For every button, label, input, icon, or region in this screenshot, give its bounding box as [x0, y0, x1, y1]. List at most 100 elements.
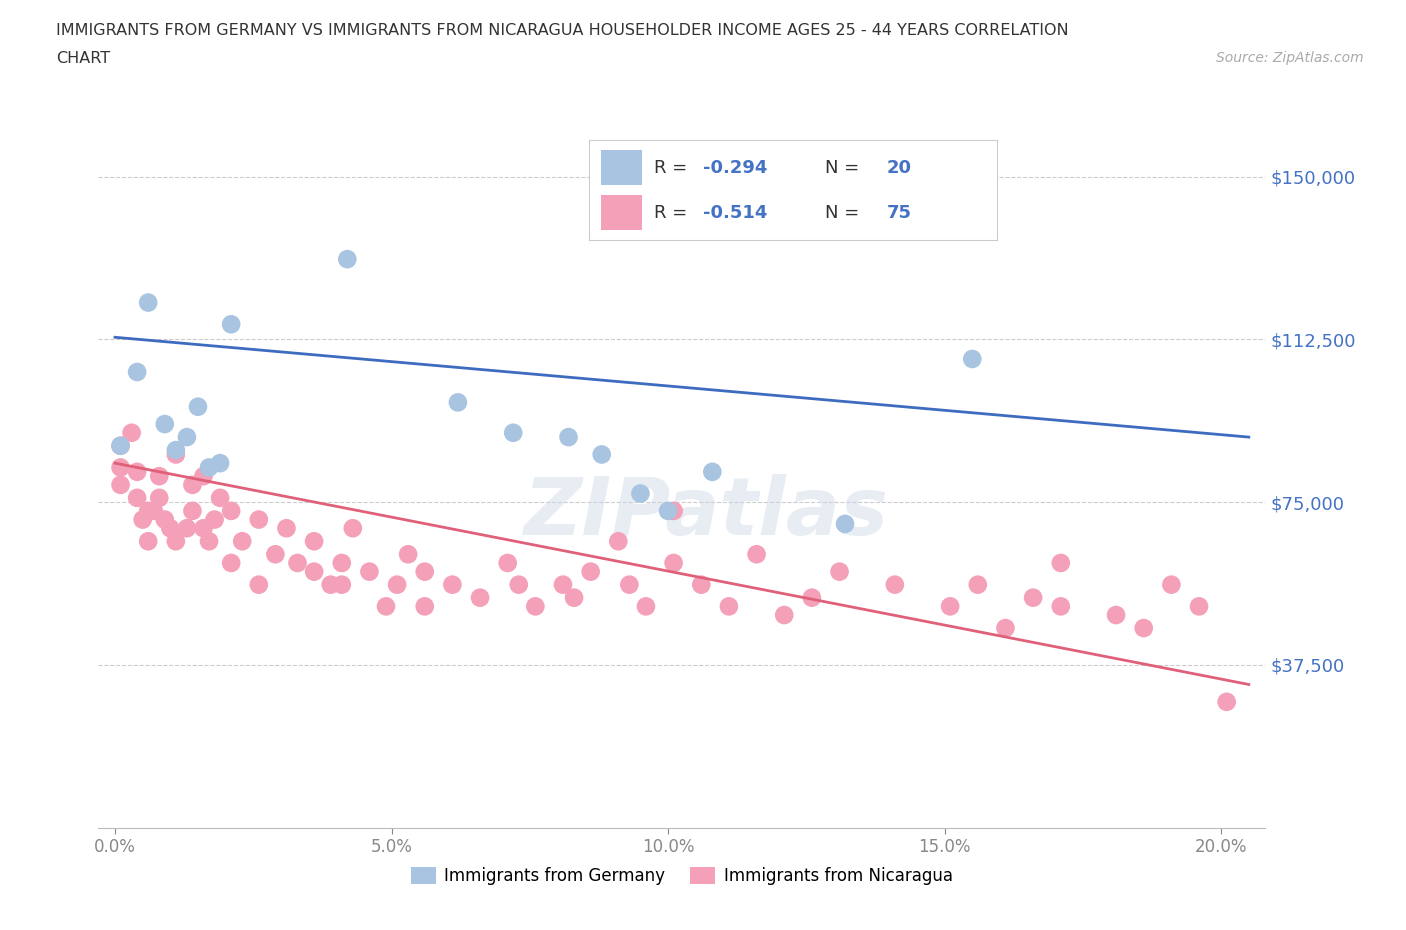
Point: [159, 521, 181, 536]
Point: [181, 503, 204, 518]
Point: [247, 578, 270, 592]
Point: [127, 365, 149, 379]
Point: [607, 534, 630, 549]
Point: [110, 460, 132, 475]
Point: [127, 464, 149, 479]
Point: [502, 425, 524, 440]
Text: IMMIGRANTS FROM GERMANY VS IMMIGRANTS FROM NICARAGUA HOUSEHOLDER INCOME AGES 25 : IMMIGRANTS FROM GERMANY VS IMMIGRANTS FR…: [56, 23, 1069, 38]
Point: [153, 417, 176, 432]
Point: [966, 578, 988, 592]
Point: [302, 565, 325, 579]
Point: [828, 565, 851, 579]
Point: [962, 352, 984, 366]
Point: [441, 578, 464, 592]
Point: [319, 578, 342, 592]
Point: [342, 521, 364, 536]
Text: ZIPatlas: ZIPatlas: [523, 473, 887, 551]
Point: [468, 591, 491, 605]
Point: [204, 512, 226, 527]
Point: [287, 555, 309, 570]
Point: [219, 317, 242, 332]
Point: [181, 477, 204, 492]
Point: [524, 599, 547, 614]
Point: [176, 430, 198, 445]
Point: [198, 534, 221, 549]
Point: [551, 578, 574, 592]
Point: [396, 547, 419, 562]
Point: [662, 503, 685, 518]
Point: [247, 512, 270, 527]
Point: [359, 565, 381, 579]
Point: [231, 534, 253, 549]
Point: [110, 477, 132, 492]
Point: [165, 534, 187, 549]
Point: [702, 464, 724, 479]
Point: [131, 512, 153, 527]
Point: [302, 534, 325, 549]
Point: [773, 607, 796, 622]
Point: [110, 438, 132, 453]
Point: [413, 565, 436, 579]
Point: [330, 578, 353, 592]
Point: [717, 599, 740, 614]
Point: [1132, 620, 1154, 635]
Point: [121, 425, 143, 440]
Point: [198, 460, 221, 475]
Point: [219, 503, 242, 518]
Point: [662, 555, 685, 570]
Point: [136, 295, 159, 310]
Point: [136, 534, 159, 549]
Text: Source: ZipAtlas.com: Source: ZipAtlas.com: [1216, 51, 1364, 65]
Point: [142, 503, 165, 518]
Point: [375, 599, 398, 614]
Point: [1160, 578, 1182, 592]
Point: [508, 578, 530, 592]
Point: [834, 516, 856, 531]
Point: [413, 599, 436, 614]
Point: [187, 399, 209, 414]
Point: [447, 395, 470, 410]
Point: [385, 578, 408, 592]
Point: [562, 591, 585, 605]
Point: [209, 456, 232, 471]
Point: [634, 599, 657, 614]
Point: [153, 512, 176, 527]
Point: [1049, 599, 1071, 614]
Point: [591, 447, 613, 462]
Point: [330, 555, 353, 570]
Point: [939, 599, 962, 614]
Point: [800, 591, 823, 605]
Point: [883, 578, 905, 592]
Point: [557, 430, 579, 445]
Point: [176, 521, 198, 536]
Point: [165, 447, 187, 462]
Point: [136, 503, 159, 518]
Point: [209, 490, 232, 505]
Point: [148, 469, 170, 484]
Point: [193, 521, 215, 536]
Point: [657, 503, 679, 518]
Point: [619, 578, 641, 592]
Point: [1215, 695, 1237, 710]
Point: [127, 490, 149, 505]
Point: [496, 555, 519, 570]
Point: [193, 469, 215, 484]
Point: [1049, 555, 1071, 570]
Point: [745, 547, 768, 562]
Point: [264, 547, 287, 562]
Legend: Immigrants from Germany, Immigrants from Nicaragua: Immigrants from Germany, Immigrants from…: [405, 860, 959, 892]
Point: [336, 252, 359, 267]
Point: [110, 438, 132, 453]
Point: [628, 486, 651, 501]
Point: [690, 578, 713, 592]
Point: [165, 443, 187, 458]
Point: [1188, 599, 1211, 614]
Point: [219, 555, 242, 570]
Text: CHART: CHART: [56, 51, 110, 66]
Point: [1105, 607, 1128, 622]
Point: [1022, 591, 1045, 605]
Point: [276, 521, 298, 536]
Point: [579, 565, 602, 579]
Point: [148, 490, 170, 505]
Point: [994, 620, 1017, 635]
